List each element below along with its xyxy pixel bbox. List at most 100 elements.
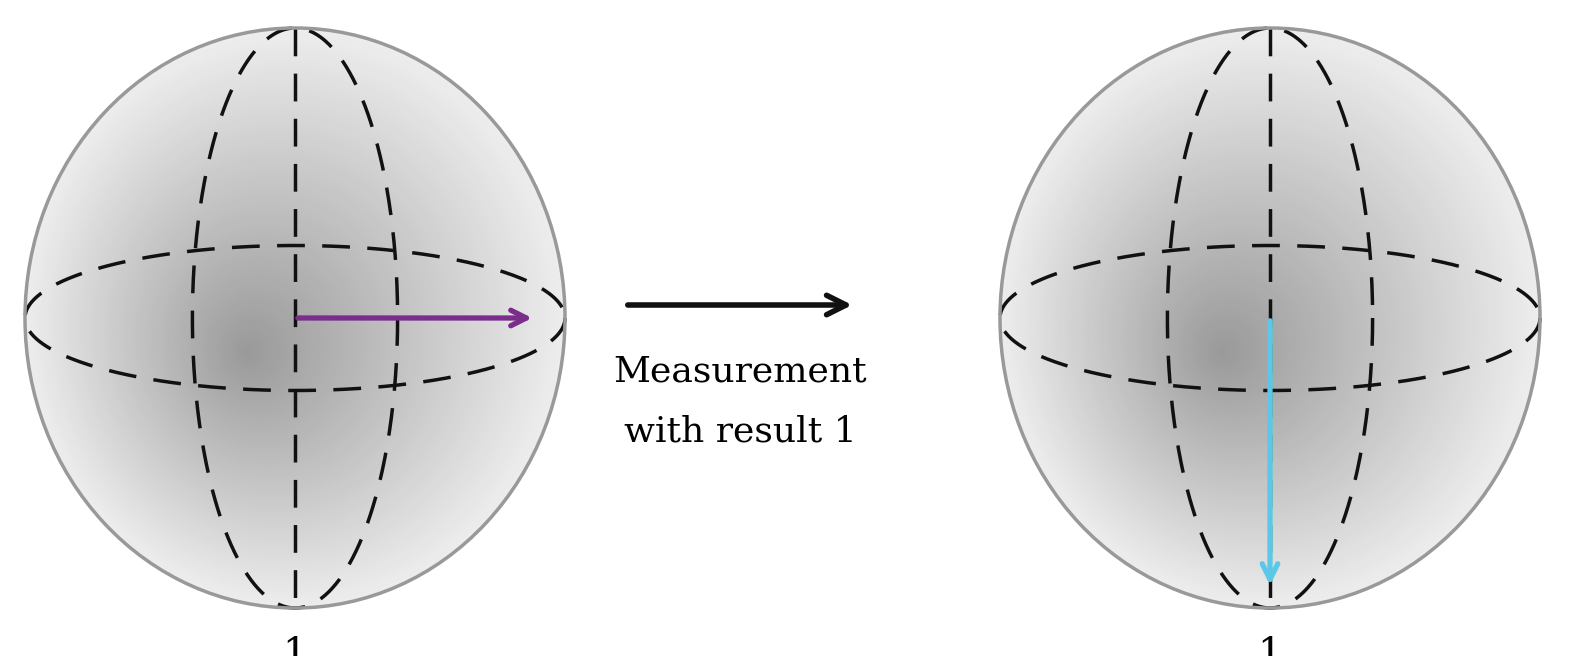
Ellipse shape bbox=[25, 28, 566, 608]
Ellipse shape bbox=[90, 122, 473, 534]
Ellipse shape bbox=[204, 291, 306, 401]
Ellipse shape bbox=[1045, 93, 1477, 557]
Ellipse shape bbox=[222, 317, 281, 381]
Ellipse shape bbox=[1150, 249, 1323, 434]
Ellipse shape bbox=[1172, 281, 1291, 409]
Ellipse shape bbox=[1002, 31, 1536, 605]
Ellipse shape bbox=[145, 203, 393, 470]
Ellipse shape bbox=[1026, 67, 1502, 577]
Ellipse shape bbox=[1034, 77, 1492, 569]
Ellipse shape bbox=[94, 129, 467, 529]
Ellipse shape bbox=[1213, 340, 1235, 363]
Ellipse shape bbox=[31, 38, 556, 600]
Ellipse shape bbox=[1049, 100, 1470, 552]
Ellipse shape bbox=[1031, 73, 1496, 572]
Ellipse shape bbox=[1004, 35, 1533, 603]
Ellipse shape bbox=[1196, 314, 1260, 383]
Ellipse shape bbox=[1089, 158, 1412, 506]
Ellipse shape bbox=[58, 77, 517, 569]
Ellipse shape bbox=[215, 307, 291, 388]
Ellipse shape bbox=[1078, 142, 1428, 519]
Ellipse shape bbox=[123, 171, 424, 496]
Ellipse shape bbox=[178, 252, 346, 432]
Ellipse shape bbox=[1064, 122, 1447, 534]
Ellipse shape bbox=[129, 180, 415, 488]
Ellipse shape bbox=[1142, 236, 1335, 445]
Ellipse shape bbox=[52, 67, 526, 577]
Ellipse shape bbox=[47, 60, 533, 583]
Text: Measurement: Measurement bbox=[613, 355, 867, 389]
Ellipse shape bbox=[1192, 310, 1263, 386]
Ellipse shape bbox=[1219, 350, 1224, 356]
Ellipse shape bbox=[206, 295, 303, 399]
Ellipse shape bbox=[237, 340, 259, 363]
Ellipse shape bbox=[1136, 226, 1346, 453]
Ellipse shape bbox=[124, 174, 421, 493]
Ellipse shape bbox=[154, 216, 380, 460]
Ellipse shape bbox=[1067, 125, 1444, 531]
Ellipse shape bbox=[1115, 197, 1375, 476]
Ellipse shape bbox=[143, 200, 396, 473]
Ellipse shape bbox=[83, 112, 482, 542]
Ellipse shape bbox=[170, 239, 358, 442]
Ellipse shape bbox=[1075, 138, 1431, 522]
Ellipse shape bbox=[1073, 135, 1434, 523]
Ellipse shape bbox=[220, 314, 284, 383]
Ellipse shape bbox=[105, 145, 451, 516]
Text: 1: 1 bbox=[283, 636, 308, 656]
Ellipse shape bbox=[1197, 317, 1257, 381]
Ellipse shape bbox=[116, 161, 434, 503]
Ellipse shape bbox=[27, 31, 562, 605]
Ellipse shape bbox=[1208, 333, 1241, 368]
Ellipse shape bbox=[173, 245, 352, 437]
Ellipse shape bbox=[35, 41, 553, 598]
Ellipse shape bbox=[1095, 168, 1403, 499]
Ellipse shape bbox=[112, 155, 441, 508]
Ellipse shape bbox=[211, 301, 297, 394]
Ellipse shape bbox=[233, 333, 265, 368]
Ellipse shape bbox=[107, 148, 448, 514]
Ellipse shape bbox=[1040, 87, 1483, 562]
Ellipse shape bbox=[1159, 262, 1310, 424]
Ellipse shape bbox=[1082, 148, 1422, 514]
Ellipse shape bbox=[1126, 213, 1359, 462]
Ellipse shape bbox=[1180, 291, 1282, 401]
Ellipse shape bbox=[140, 197, 399, 476]
Ellipse shape bbox=[1199, 320, 1254, 379]
Ellipse shape bbox=[187, 265, 333, 422]
Ellipse shape bbox=[101, 138, 457, 522]
Ellipse shape bbox=[134, 187, 408, 483]
Ellipse shape bbox=[1166, 272, 1301, 417]
Ellipse shape bbox=[1042, 90, 1480, 560]
Ellipse shape bbox=[1214, 343, 1232, 360]
Ellipse shape bbox=[41, 51, 542, 590]
Ellipse shape bbox=[1148, 245, 1326, 437]
Ellipse shape bbox=[160, 226, 371, 453]
Ellipse shape bbox=[1068, 129, 1441, 529]
Ellipse shape bbox=[225, 320, 278, 379]
Ellipse shape bbox=[184, 262, 336, 424]
Ellipse shape bbox=[1053, 106, 1464, 546]
Ellipse shape bbox=[1137, 230, 1343, 450]
Ellipse shape bbox=[193, 275, 324, 414]
Ellipse shape bbox=[1104, 180, 1390, 488]
Ellipse shape bbox=[162, 230, 368, 450]
Ellipse shape bbox=[149, 210, 386, 465]
Ellipse shape bbox=[102, 142, 454, 519]
Ellipse shape bbox=[79, 106, 489, 546]
Ellipse shape bbox=[86, 119, 476, 537]
Ellipse shape bbox=[57, 73, 520, 572]
Ellipse shape bbox=[46, 57, 536, 585]
Ellipse shape bbox=[60, 80, 514, 567]
Ellipse shape bbox=[91, 125, 470, 531]
Ellipse shape bbox=[1086, 155, 1415, 508]
Ellipse shape bbox=[96, 132, 463, 526]
Ellipse shape bbox=[157, 223, 374, 455]
Ellipse shape bbox=[156, 220, 377, 457]
Ellipse shape bbox=[1109, 187, 1384, 483]
Ellipse shape bbox=[49, 64, 529, 580]
Ellipse shape bbox=[1153, 252, 1320, 432]
Ellipse shape bbox=[1060, 115, 1455, 539]
Ellipse shape bbox=[214, 304, 294, 391]
Ellipse shape bbox=[1093, 165, 1406, 501]
